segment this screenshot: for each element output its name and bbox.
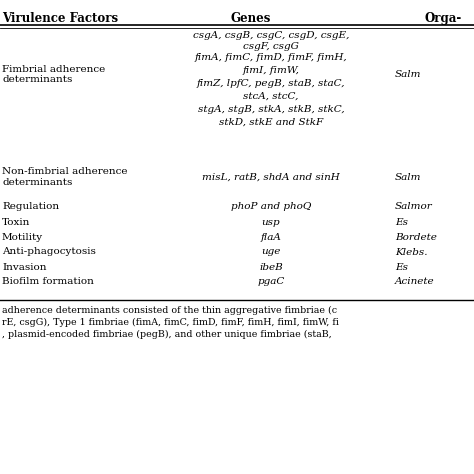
Text: ibeB: ibeB: [259, 263, 283, 272]
Text: stgA, stgB, stkA, stkB, stkC,: stgA, stgB, stkA, stkB, stkC,: [198, 105, 344, 114]
Text: Bordete: Bordete: [395, 233, 437, 241]
Text: flaA: flaA: [261, 233, 282, 241]
Text: Anti-phagocytosis: Anti-phagocytosis: [2, 247, 96, 256]
Text: Virulence Factors: Virulence Factors: [2, 12, 118, 25]
Text: uge: uge: [261, 247, 281, 256]
Text: Es: Es: [395, 218, 408, 227]
Text: pgaC: pgaC: [257, 277, 285, 286]
Text: csgF, csgG: csgF, csgG: [243, 42, 299, 51]
Text: usp: usp: [262, 218, 280, 227]
Text: Regulation: Regulation: [2, 201, 59, 210]
Text: phoP and phoQ: phoP and phoQ: [231, 201, 311, 210]
Text: Salmor: Salmor: [395, 201, 433, 210]
Text: misL, ratB, shdA and sinH: misL, ratB, shdA and sinH: [202, 173, 340, 182]
Text: Motility: Motility: [2, 233, 43, 241]
Text: rE, csgG), Type 1 fimbriae (fimA, fimC, fimD, fimF, fimH, fimI, fimW, fi: rE, csgG), Type 1 fimbriae (fimA, fimC, …: [2, 318, 339, 327]
Text: Salm: Salm: [395, 173, 421, 182]
Text: adherence determinants consisted of the thin aggregative fimbriae (c: adherence determinants consisted of the …: [2, 306, 337, 315]
Text: Fimbrial adherence
determinants: Fimbrial adherence determinants: [2, 65, 105, 84]
Text: Biofilm formation: Biofilm formation: [2, 277, 94, 286]
Text: Orga-: Orga-: [425, 12, 462, 25]
Text: fimZ, lpfC, pegB, staB, staC,: fimZ, lpfC, pegB, staB, staC,: [197, 79, 345, 88]
Text: , plasmid-encoded fimbriae (pegB), and other unique fimbriae (staB,: , plasmid-encoded fimbriae (pegB), and o…: [2, 330, 332, 339]
Text: stcA, stcC,: stcA, stcC,: [243, 92, 299, 101]
Text: Es: Es: [395, 263, 408, 272]
Text: Genes: Genes: [231, 12, 271, 25]
Text: Toxin: Toxin: [2, 218, 30, 227]
Text: Non-fimbrial adherence
determinants: Non-fimbrial adherence determinants: [2, 167, 128, 187]
Text: Acinete: Acinete: [395, 277, 435, 286]
Text: fimI, fimW,: fimI, fimW,: [243, 66, 300, 75]
Text: Klebs.: Klebs.: [395, 247, 428, 256]
Text: Salm: Salm: [395, 70, 421, 79]
Text: fimA, fimC, fimD, fimF, fimH,: fimA, fimC, fimD, fimF, fimH,: [195, 53, 347, 62]
Text: stkD, stkE and StkF: stkD, stkE and StkF: [219, 118, 323, 127]
Text: Invasion: Invasion: [2, 263, 46, 272]
Text: csgA, csgB, csgC, csgD, csgE,: csgA, csgB, csgC, csgD, csgE,: [193, 31, 349, 40]
